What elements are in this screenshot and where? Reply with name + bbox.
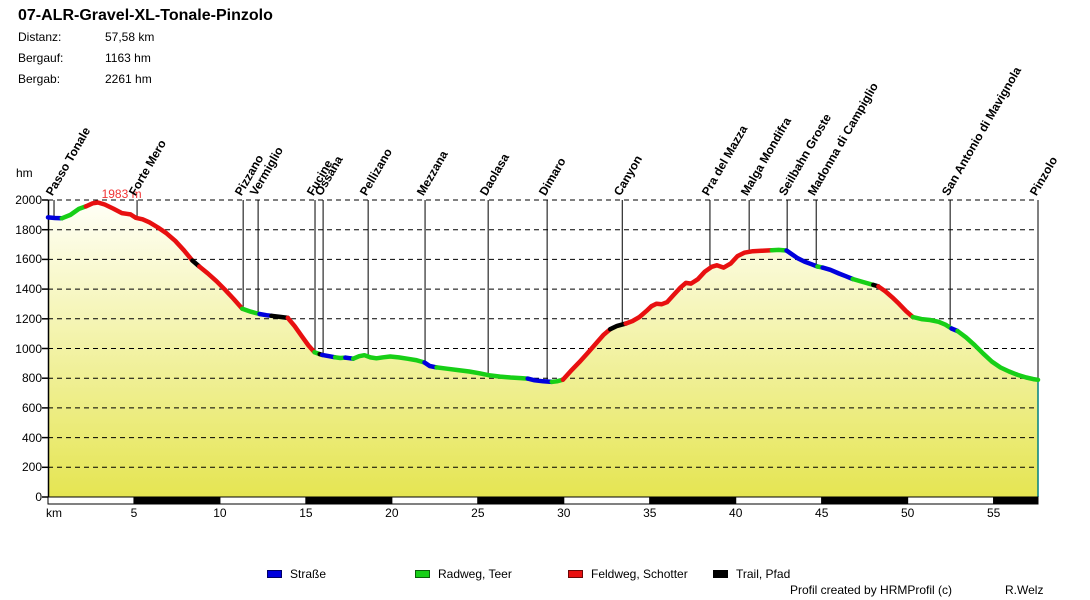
- y-tick-label-200: 200: [21, 460, 42, 475]
- waypoint-label: Daolasa: [477, 151, 513, 198]
- profile-segment: [876, 284, 916, 320]
- footer-credit: Profil created by HRMProfil (c): [790, 583, 953, 597]
- profile-segment: [525, 376, 555, 385]
- waypoint-label: Mezzana: [413, 148, 451, 198]
- legend-swatch-trail: [713, 570, 728, 578]
- peak-elevation-annotation: 1983 m: [101, 186, 142, 201]
- profile-segment: [560, 326, 613, 382]
- stat-descent: Bergab: 2261 hm: [18, 72, 152, 86]
- legend-item-feldweg: Feldweg, Schotter: [568, 567, 688, 581]
- profile-segment: [350, 352, 427, 365]
- profile-segment: [820, 265, 855, 282]
- profile-segment: [197, 264, 245, 311]
- profile-segment: [769, 247, 789, 253]
- scalebar-segment: [735, 496, 823, 505]
- x-tick-label-35: 35: [643, 506, 657, 520]
- x-tick-label-10: 10: [213, 506, 227, 520]
- profile-segment: [59, 204, 89, 221]
- scalebar-segment: [305, 496, 393, 505]
- legend-label-strasse: Straße: [290, 567, 327, 581]
- scalebar-segment: [391, 496, 479, 505]
- x-tick-label-5: 5: [130, 506, 138, 520]
- profile-segment: [623, 248, 775, 326]
- y-tick-label-1000: 1000: [15, 341, 42, 356]
- profile-segment: [45, 215, 65, 221]
- x-tick-label-55: 55: [986, 506, 1001, 520]
- x-tick-label-25: 25: [471, 506, 485, 520]
- stat-descent-label: Bergab:: [18, 72, 61, 86]
- legend-swatch-radweg: [415, 570, 430, 578]
- legend-swatch-strasse: [267, 570, 282, 578]
- stat-ascent: Bergauf: 1163 hm: [18, 51, 151, 65]
- x-tick-label-50: 50: [900, 506, 915, 520]
- y-tick-label-0: 0: [35, 490, 42, 504]
- x-tick-label-15: 15: [299, 506, 313, 520]
- stat-distance-value: 57,58 km: [105, 30, 155, 44]
- stat-descent-value: 2261 hm: [105, 72, 152, 86]
- stat-ascent-value: 1163 hm: [105, 51, 151, 65]
- profile-segment: [784, 248, 820, 269]
- scalebar-segment: [993, 496, 1039, 505]
- scalebar-segment: [47, 496, 135, 505]
- scalebar-segment: [477, 496, 565, 505]
- y-tick-label-1800: 1800: [15, 222, 42, 237]
- x-tick-label-30: 30: [557, 506, 571, 520]
- x-tick-label-45: 45: [815, 506, 829, 520]
- y-tick-label-800: 800: [21, 371, 42, 386]
- y-tick-label-400: 400: [21, 430, 42, 445]
- x-tick-label-20: 20: [385, 506, 399, 520]
- x-tick-label-40: 40: [729, 506, 743, 520]
- profile-segment: [83, 200, 195, 263]
- y-tick-label-600: 600: [21, 400, 42, 415]
- elevation-area-fill: [48, 202, 1038, 497]
- y-tick-label-1200: 1200: [15, 311, 42, 326]
- footer-author: R.Welz: [1005, 583, 1044, 597]
- y-tick-label-1600: 1600: [15, 252, 42, 267]
- legend-label-radweg: Radweg, Teer: [438, 567, 512, 581]
- scalebar-segment: [907, 496, 995, 505]
- waypoint-label: Pinzolo: [1026, 154, 1061, 198]
- legend-item-radweg: Radweg, Teer: [415, 567, 512, 581]
- profile-segment: [910, 314, 954, 331]
- profile-segment: [850, 276, 876, 288]
- legend-swatch-feldweg: [568, 570, 583, 578]
- legend-label-feldweg: Feldweg, Schotter: [591, 567, 688, 581]
- legend-item-trail: Trail, Pfad: [713, 567, 790, 581]
- y-axis-unit-label: hm: [16, 166, 33, 180]
- scalebar-segment: [219, 496, 307, 505]
- profile-segment: [422, 360, 439, 370]
- legend-label-trail: Trail, Pfad: [736, 567, 791, 581]
- legend-item-strasse: Straße: [267, 567, 326, 581]
- stat-ascent-label: Bergauf:: [18, 51, 64, 65]
- waypoint-label: Passo Tonale: [42, 124, 94, 198]
- waypoint-label: Canyon: [611, 152, 646, 198]
- stat-distance-label: Distanz:: [18, 30, 62, 44]
- waypoint-label: Forte Mero: [125, 137, 170, 198]
- x-axis-unit-label: km: [46, 506, 62, 520]
- waypoint-label: Dimaro: [536, 155, 569, 198]
- page-title: 07-ALR-Gravel-XL-Tonale-Pinzolo: [18, 7, 273, 24]
- profile-segment: [607, 321, 628, 332]
- y-tick-label-1400: 1400: [15, 282, 42, 297]
- scalebar-segment: [649, 496, 737, 505]
- profile-segment: [269, 313, 291, 321]
- stat-distance: Distanz: 57,58 km: [18, 30, 154, 44]
- scalebar-segment: [133, 496, 221, 505]
- waypoint-label: Pellizano: [357, 145, 396, 198]
- profile-segment: [955, 328, 1041, 383]
- elevation-profile-chart: [42, 199, 1041, 505]
- profile-segment: [240, 306, 262, 317]
- scalebar-segment: [821, 496, 909, 505]
- profile-segment: [434, 365, 530, 381]
- waypoint-label: San Antonio di Mavignola: [939, 64, 1025, 198]
- profile-segment: [285, 315, 317, 355]
- scalebar-segment: [563, 496, 651, 505]
- y-tick-label-2000: 2000: [15, 193, 42, 207]
